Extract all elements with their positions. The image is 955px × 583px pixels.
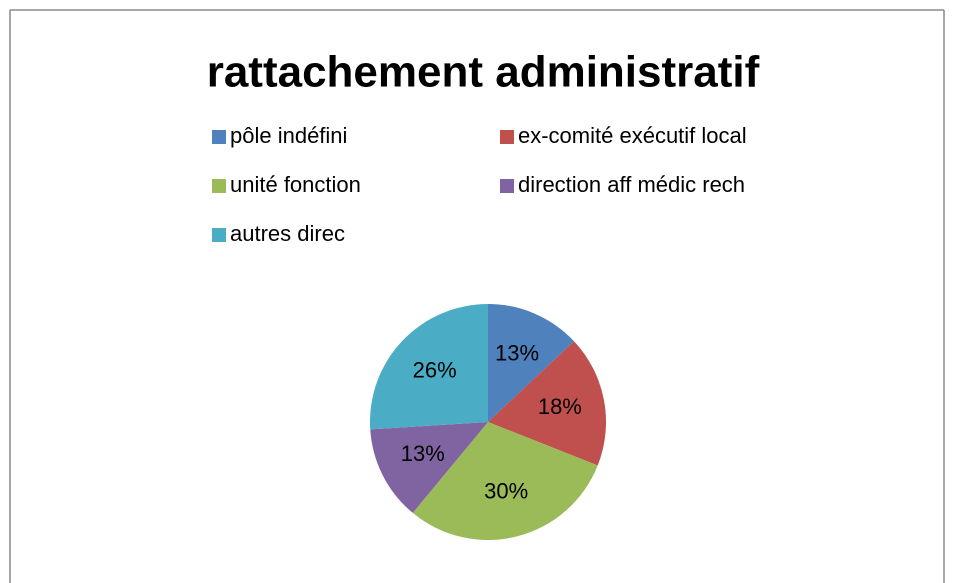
legend-label: unité fonction — [230, 172, 361, 197]
pie-slice — [488, 341, 606, 466]
legend-label: ex-comité exécutif local — [518, 123, 747, 148]
legend-swatch — [500, 179, 514, 193]
legend-swatch — [212, 130, 226, 144]
data-label: 30% — [484, 479, 528, 504]
data-label: 13% — [401, 441, 445, 466]
pie-slice — [370, 304, 488, 430]
legend-label: pôle indéfini — [230, 123, 347, 148]
pie-slice — [488, 304, 575, 422]
legend-label: direction aff médic rech — [518, 172, 745, 197]
data-label: 18% — [538, 394, 582, 419]
legend-swatch — [500, 130, 514, 144]
pie-slice — [412, 422, 598, 540]
pie-slice — [370, 422, 488, 513]
legend-swatch — [212, 179, 226, 193]
chart-title: rattachement administratif — [207, 48, 760, 97]
data-label: 26% — [413, 358, 457, 383]
legend-label: autres direc — [230, 221, 345, 246]
data-label: 13% — [495, 341, 539, 366]
legend-swatch — [212, 228, 226, 242]
